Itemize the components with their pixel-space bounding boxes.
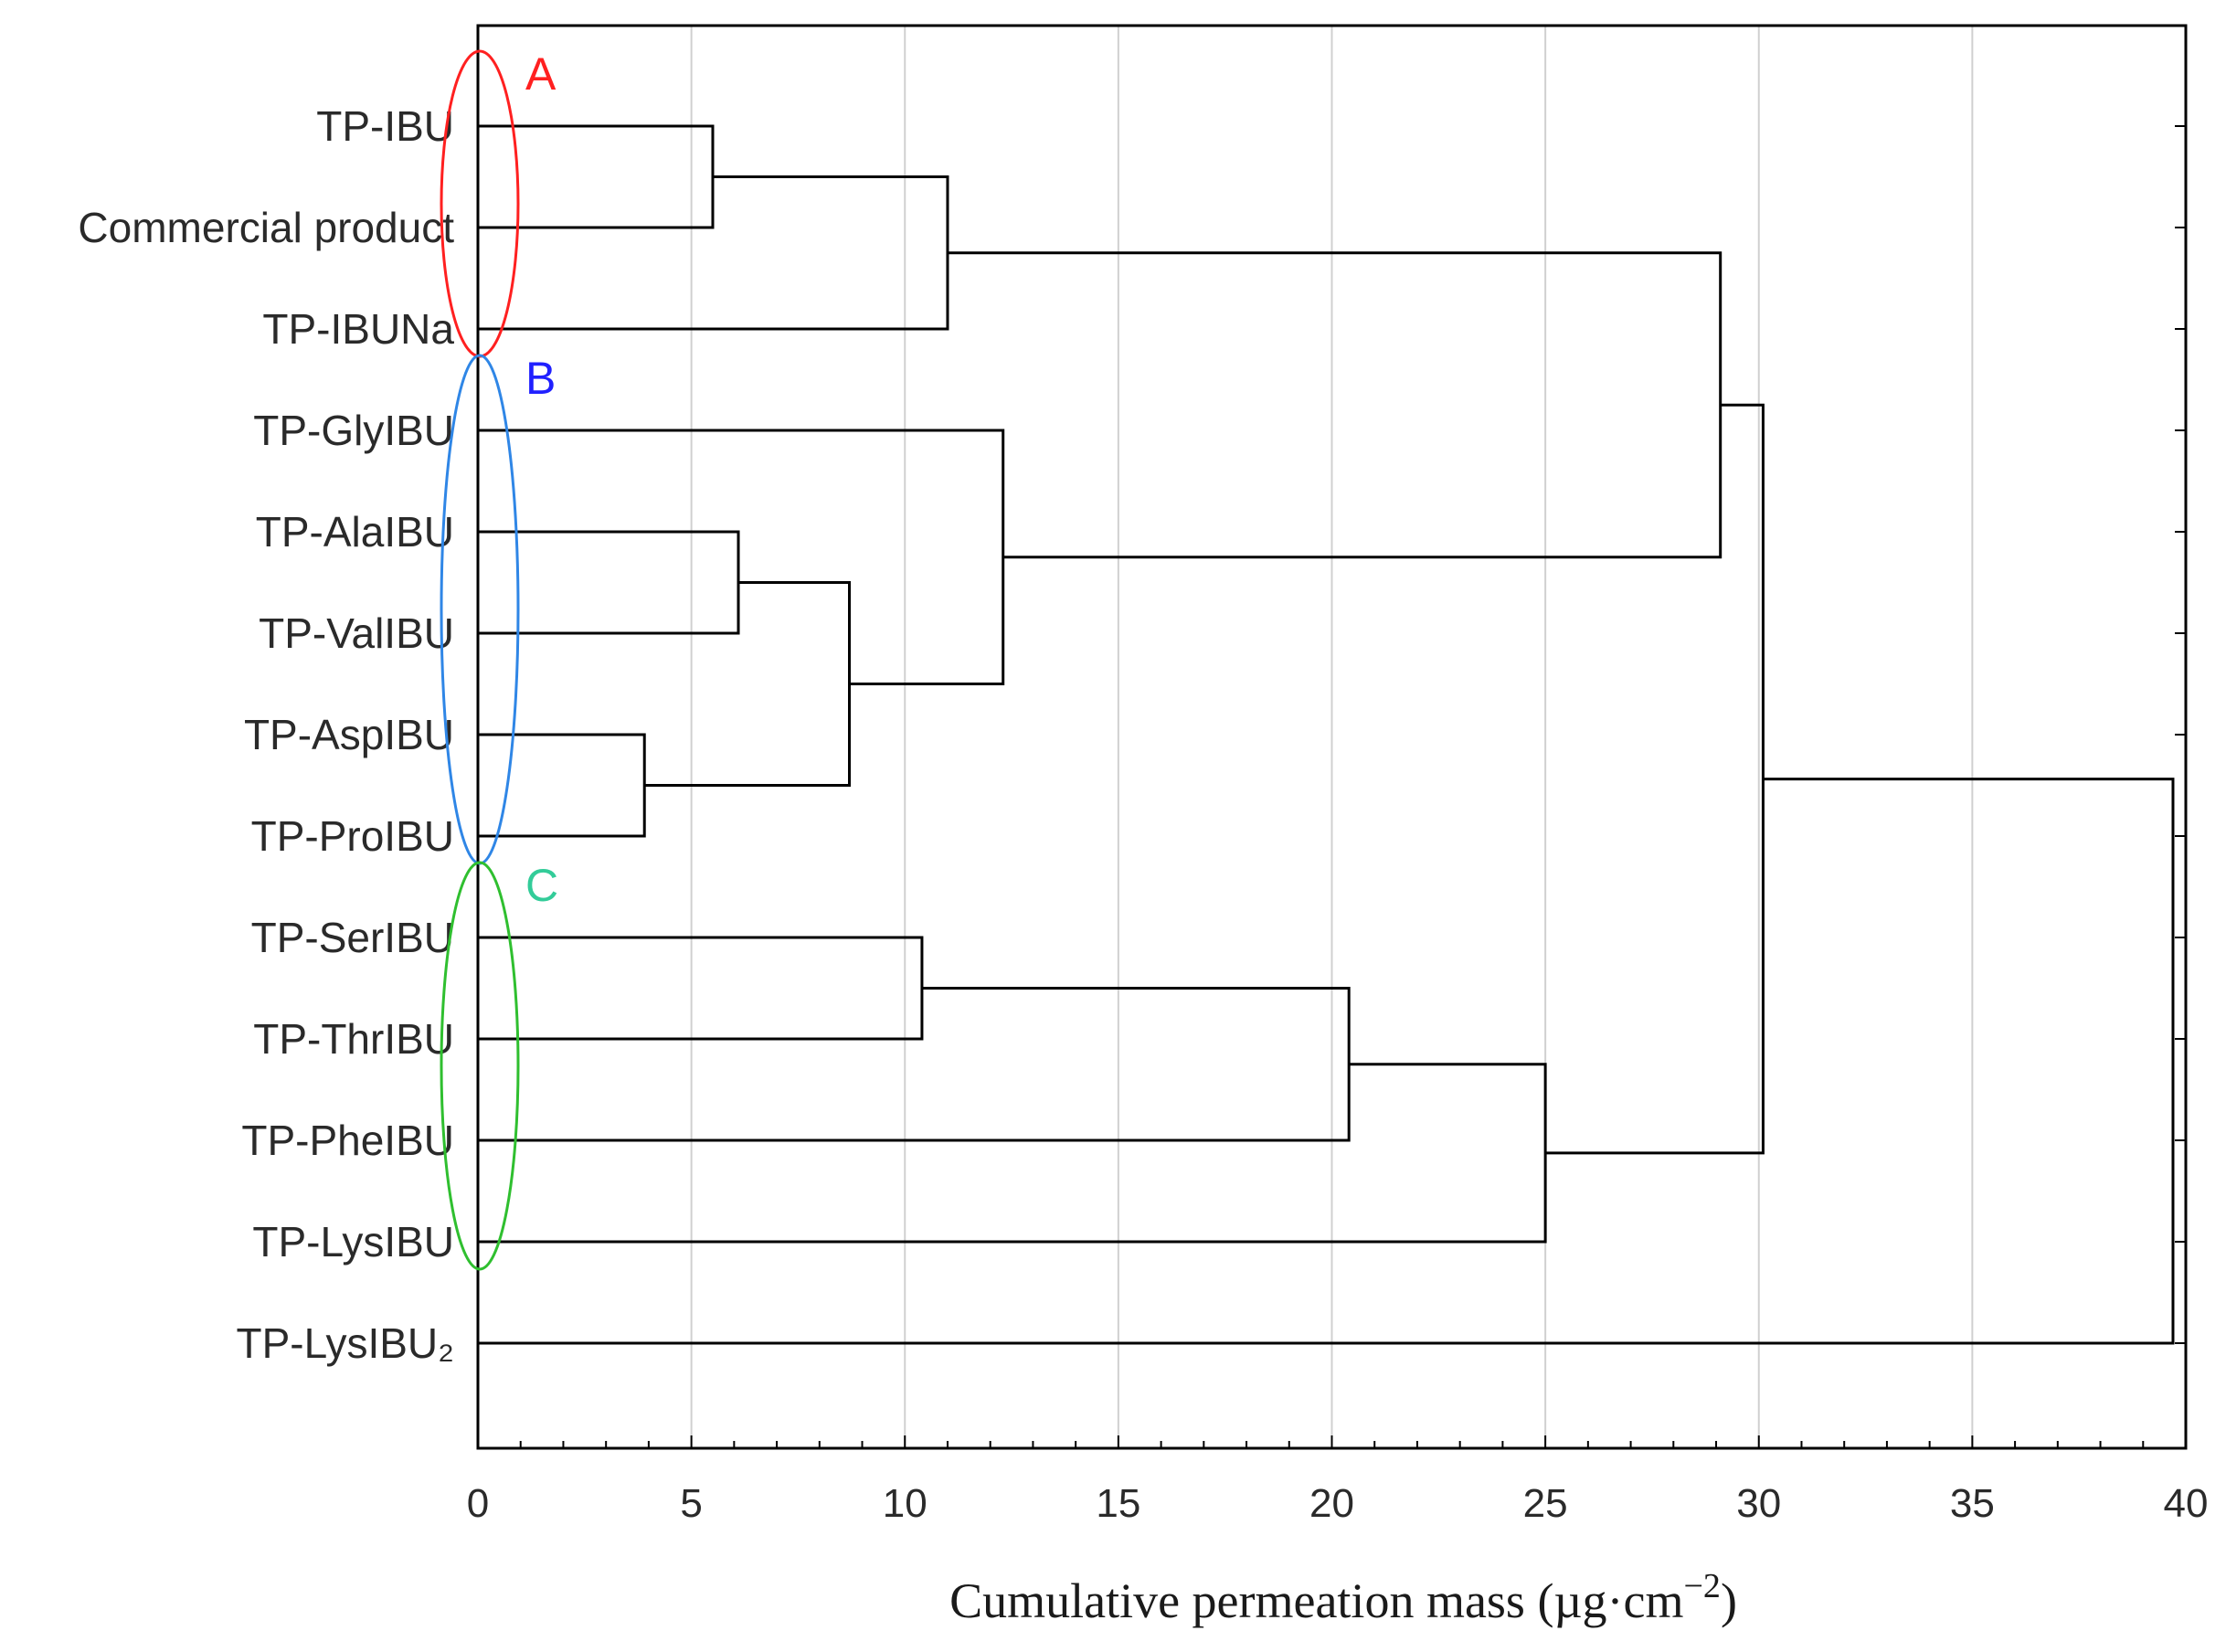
leaf-label: TP-AspIBU xyxy=(244,711,454,758)
leaf-label: Commercial product xyxy=(78,204,454,251)
leaf-label: TP-IBU xyxy=(316,102,454,150)
leaf-label: TP-ProIBU xyxy=(251,812,454,860)
cluster-label-a: A xyxy=(525,48,556,100)
leaf-label: TP-LysIBU xyxy=(252,1218,454,1265)
dendrogram-link-m9 xyxy=(478,987,1351,1142)
dendrogram-link-m7 xyxy=(947,251,1722,559)
leaf-label: TP-AlaIBU xyxy=(256,508,454,556)
x-tick-label-20: 20 xyxy=(1309,1481,1354,1526)
leaf-labels: TP-IBU Commercial product TP-IBUNa TP-GlyIB… xyxy=(78,102,454,1367)
dendrogram-link-m6 xyxy=(478,429,1005,685)
leaf-label: TP-SerIBU xyxy=(251,914,454,961)
cluster-ellipse-c xyxy=(440,861,520,1271)
x-tick-label-35: 35 xyxy=(1950,1481,1995,1526)
dendrogram-link-m11 xyxy=(1545,403,1765,1155)
x-axis-title: Cumulative permeation mass (µg·cm−2) xyxy=(949,1567,1737,1628)
x-tick-label-25: 25 xyxy=(1523,1481,1568,1526)
leaf-label: TP-GlyIBU xyxy=(253,407,454,454)
x-tick-label-0: 0 xyxy=(467,1481,489,1526)
dendrogram-link-m10 xyxy=(478,1063,1547,1244)
x-axis-ticks: 0 5 10 15 20 25 30 35 40 xyxy=(467,125,2209,1526)
leaf-label: TP-IBUNa xyxy=(262,305,454,353)
dendrogram-link-m1 xyxy=(478,124,715,229)
x-tick-label-15: 15 xyxy=(1096,1481,1140,1526)
dendrogram-link-m8 xyxy=(478,936,924,1041)
grid-lines xyxy=(690,26,1974,1448)
dendrogram-link-m5 xyxy=(644,581,852,787)
x-tick-label-40: 40 xyxy=(2164,1481,2209,1526)
leaf-label: TP-ThrIBU xyxy=(253,1015,454,1063)
cluster-label-b: B xyxy=(525,353,556,404)
leaf-label: TP-ValIBU xyxy=(259,609,454,657)
dendrogram-links xyxy=(478,124,2175,1345)
leaf-label: TP-LysIBU₂ xyxy=(236,1319,454,1367)
dendrogram-link-m2 xyxy=(478,175,949,331)
x-tick-label-30: 30 xyxy=(1736,1481,1781,1526)
leaf-label: TP-PheIBU xyxy=(241,1117,454,1164)
dendrogram-link-m3 xyxy=(478,733,646,838)
cluster-markers: A B C xyxy=(440,48,558,1271)
x-tick-label-5: 5 xyxy=(680,1481,702,1526)
dendrogram-link-m12 xyxy=(478,778,2175,1345)
x-tick-label-10: 10 xyxy=(883,1481,928,1526)
cluster-label-c: C xyxy=(525,860,558,911)
